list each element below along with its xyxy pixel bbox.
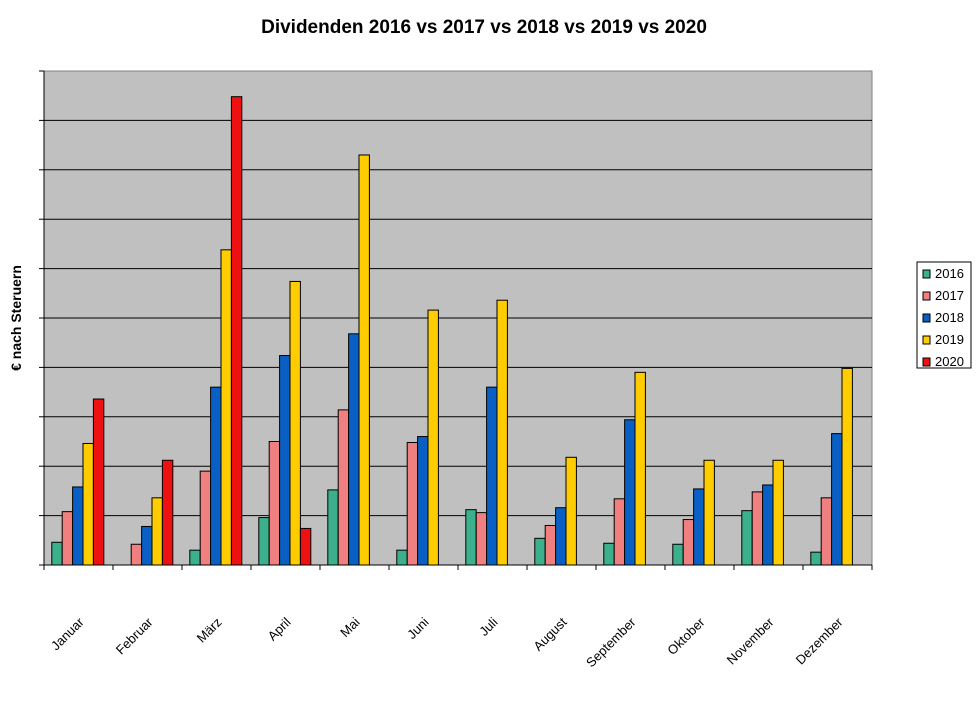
x-tick-labels: Januar Februar März April Mai Juni Juli August S…	[48, 614, 846, 670]
x-tick-label: Oktober	[664, 614, 708, 658]
bar-2019-juni	[427, 309, 439, 566]
legend-label-2018: 2018	[935, 310, 964, 325]
bar-2019-februar	[151, 497, 163, 566]
bar-2017-april	[268, 441, 281, 566]
x-tick-label: März	[194, 615, 225, 646]
axes	[39, 70, 873, 570]
bar-2019-januar	[82, 442, 94, 566]
bar-2016-januar	[51, 541, 63, 566]
bar-2018-april	[279, 355, 291, 566]
bar-2018-mai	[348, 333, 360, 566]
x-tick-label: September	[583, 614, 639, 670]
bar-2019-oktober	[703, 459, 715, 566]
bar-2016-august	[534, 537, 546, 566]
bar-2017-oktober	[682, 519, 695, 566]
bar-2018-dezember	[831, 433, 843, 566]
bar-2016-dezember	[810, 551, 822, 566]
bar-2016-juli	[465, 509, 477, 566]
legend-label-2017: 2017	[935, 288, 964, 303]
bar-2018-februar	[141, 525, 153, 566]
legend-swatch-2020	[922, 357, 931, 367]
bar-2018-august	[555, 507, 567, 566]
gridlines	[44, 119, 872, 517]
bar-2018-juli	[486, 386, 498, 566]
bar-2016-oktober	[672, 543, 684, 566]
bar-2016-november	[741, 510, 753, 566]
bar-2016-mai	[327, 489, 339, 566]
bar-2018-januar	[72, 486, 84, 566]
bar-2019-juli	[496, 299, 508, 566]
bar-2019-september	[634, 371, 646, 566]
bar-2019-mai	[358, 154, 370, 566]
x-tick-label: August	[530, 614, 569, 653]
bars	[51, 96, 853, 566]
legend-swatch-2017	[922, 291, 931, 301]
bar-2017-september	[613, 498, 626, 566]
bar-2018-oktober	[693, 488, 705, 566]
x-tick-label: April	[265, 614, 294, 643]
legend-swatch-2019	[922, 335, 931, 345]
bar-2020-april	[299, 527, 312, 566]
bar-2018-november	[762, 484, 774, 566]
bar-2020-februar	[161, 459, 174, 566]
chart-title: Dividenden 2016 vs 2017 vs 2018 vs 2019 …	[261, 17, 707, 38]
x-tick-label: Februar	[113, 614, 156, 657]
x-tick-label: Dezember	[793, 614, 846, 667]
bar-2017-august	[544, 524, 557, 566]
x-tick-label: Mai	[337, 614, 362, 639]
bar-2018-märz	[210, 386, 222, 566]
x-tick-label: November	[724, 614, 777, 667]
bar-2020-januar	[92, 398, 105, 566]
bar-2019-dezember	[841, 367, 853, 566]
legend-swatch-2018	[922, 313, 931, 323]
legend-swatch-2016	[922, 269, 931, 279]
bar-2016-september	[603, 542, 615, 566]
bar-2017-juli	[475, 512, 488, 566]
bar-2018-september	[624, 419, 636, 566]
legend-label-2019: 2019	[935, 332, 964, 347]
x-tick-label: Juli	[476, 614, 500, 638]
x-tick-label: Juni	[404, 614, 432, 642]
bar-2017-november	[751, 491, 764, 566]
bar-2018-juni	[417, 436, 429, 566]
bar-2020-märz	[230, 96, 243, 566]
legend: 2016 2017 2018 2019 2020	[916, 261, 972, 369]
bar-2019-august	[565, 456, 577, 566]
legend-label-2016: 2016	[935, 266, 964, 281]
bar-2017-juni	[406, 441, 419, 566]
bar-2017-dezember	[820, 497, 833, 566]
bar-2016-april	[258, 517, 270, 566]
bar-2019-märz	[220, 249, 232, 566]
bar-2016-juni	[396, 549, 408, 566]
legend-label-2020: 2020	[935, 354, 964, 369]
bar-2019-november	[772, 459, 784, 566]
x-tick-label: Januar	[48, 614, 87, 653]
bar-2017-märz	[199, 470, 212, 566]
bar-2016-märz	[189, 549, 201, 566]
bar-2019-april	[289, 280, 301, 566]
y-axis-label: € nach Steruern	[8, 265, 24, 371]
bar-2017-januar	[61, 511, 74, 566]
bar-2017-mai	[337, 409, 350, 566]
bar-2017-februar	[130, 543, 143, 566]
